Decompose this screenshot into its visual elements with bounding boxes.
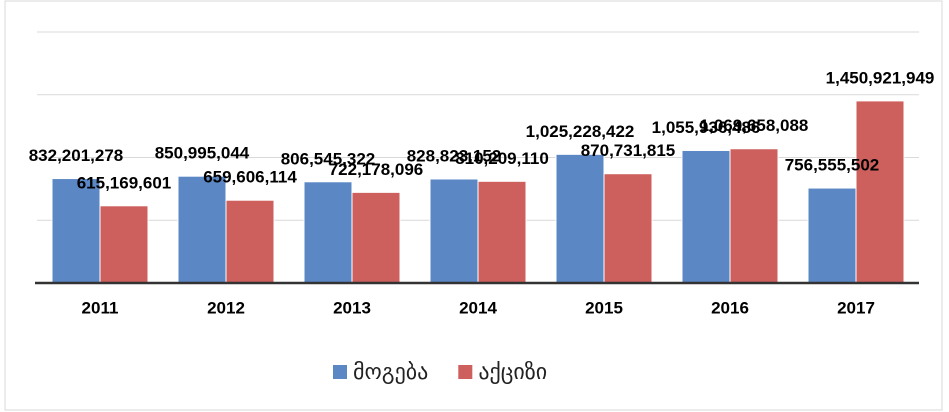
data-label: 832,201,278 bbox=[29, 146, 124, 165]
x-tick-label: 2016 bbox=[711, 298, 749, 317]
data-label: 1,055,936,486 bbox=[652, 118, 761, 137]
x-tick-label: 2015 bbox=[585, 298, 623, 317]
data-label: 850,995,044 bbox=[155, 144, 250, 163]
bar bbox=[51, 178, 101, 284]
bar bbox=[99, 205, 149, 284]
legend-swatch bbox=[333, 365, 347, 379]
x-tick-label: 2012 bbox=[207, 298, 245, 317]
data-label: 1,069,658,088 bbox=[700, 116, 809, 135]
data-label: 722,178,096 bbox=[329, 160, 424, 179]
data-label: 870,731,815 bbox=[581, 141, 676, 160]
x-tick-label: 2017 bbox=[837, 298, 875, 317]
x-tick-label: 2013 bbox=[333, 298, 371, 317]
bar bbox=[681, 149, 731, 284]
bar bbox=[429, 178, 479, 284]
data-label: 615,169,601 bbox=[77, 173, 172, 192]
legend-label: აქციზი bbox=[478, 360, 547, 385]
bar bbox=[555, 153, 605, 284]
bar bbox=[729, 148, 779, 284]
bar bbox=[225, 199, 275, 284]
data-label: 810,209,110 bbox=[455, 149, 549, 168]
bar bbox=[303, 181, 353, 284]
data-label: 659,606,114 bbox=[203, 168, 297, 187]
bar bbox=[351, 191, 401, 284]
data-label: 806,545,322 bbox=[281, 149, 376, 168]
x-tick-label: 2011 bbox=[82, 298, 119, 317]
data-label: 1,025,228,422 bbox=[526, 122, 635, 141]
data-label: 1,450,921,949 bbox=[826, 68, 935, 87]
bar bbox=[603, 173, 653, 284]
legend-label: მოგება bbox=[353, 360, 428, 385]
x-tick-label: 2014 bbox=[459, 298, 497, 317]
bar bbox=[477, 180, 527, 284]
data-label: 828,823,152 bbox=[407, 146, 502, 165]
bar bbox=[807, 187, 857, 284]
bar bbox=[177, 175, 227, 284]
data-label: 756,555,502 bbox=[785, 156, 880, 175]
bar bbox=[855, 100, 905, 284]
legend-swatch bbox=[458, 365, 473, 379]
